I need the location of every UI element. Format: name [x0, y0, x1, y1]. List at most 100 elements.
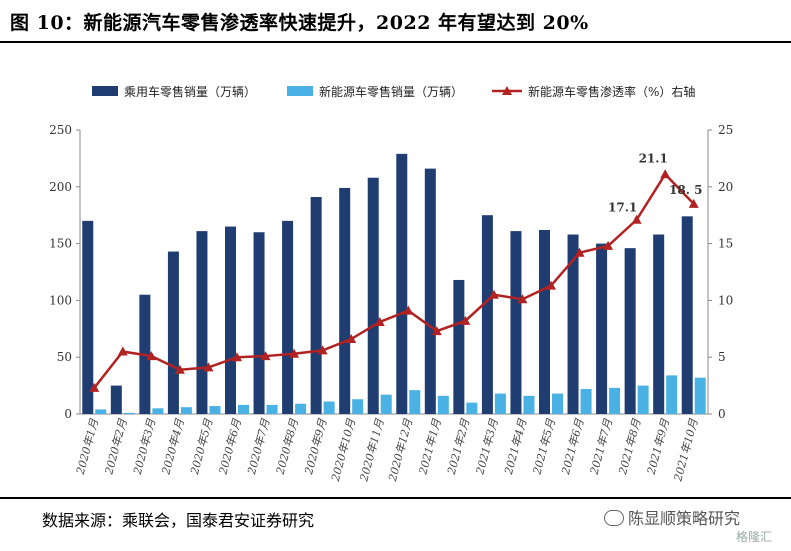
penetration-marker [574, 247, 585, 257]
legend-label-penetration: 新能源车零售渗透率（%）右轴 [528, 84, 695, 99]
x-tick-label: 2021年8月 [616, 416, 644, 476]
bar-nev [295, 403, 307, 414]
x-tick-label: 2020年10月 [329, 416, 359, 483]
bar-nev [352, 399, 364, 414]
bar-passenger-car [624, 248, 636, 414]
x-tick-label: 2021年6月 [559, 416, 587, 476]
bar-nev [466, 402, 478, 414]
penetration-marker [460, 315, 471, 325]
left-tick-label: 250 [49, 123, 72, 137]
penetration-marker [203, 362, 214, 372]
bar-nev [580, 389, 592, 414]
bar-passenger-car [453, 279, 465, 414]
bar-nev [609, 387, 621, 414]
x-tick-label: 2020年8月 [273, 416, 301, 476]
x-tick-label: 2020年5月 [188, 416, 216, 476]
bar-nev [409, 390, 421, 414]
penetration-marker [688, 198, 699, 208]
x-tick-label: 2021年10月 [671, 416, 701, 483]
bar-passenger-car [82, 220, 94, 414]
penetration-marker [289, 348, 300, 358]
right-tick-label: 5 [718, 350, 726, 364]
x-tick-label: 2021年5月 [530, 416, 558, 476]
bar-passenger-car [481, 215, 493, 414]
legend-marker-penetration [502, 86, 512, 95]
bar-nev [637, 385, 649, 414]
bar-nev [266, 404, 278, 414]
bar-nev [152, 408, 164, 414]
x-tick-label: 2020年9月 [302, 416, 330, 476]
data-label: 18. 5 [669, 183, 702, 197]
left-tick-label: 200 [49, 180, 72, 194]
source-note: 数据来源：乘联会，国泰君安证券研究 [42, 511, 315, 530]
left-tick-label: 100 [49, 293, 72, 307]
bar-nev [95, 409, 107, 414]
right-tick-label: 15 [718, 237, 733, 251]
bar-nev [694, 377, 706, 414]
bar-nev [238, 404, 249, 414]
x-tick-label: 2021年4月 [502, 416, 530, 476]
x-tick-label: 2021年9月 [645, 416, 673, 476]
bar-passenger-car [225, 226, 236, 414]
bar-nev [209, 406, 221, 414]
penetration-marker [374, 316, 385, 326]
right-tick-label: 0 [718, 407, 726, 421]
left-tick-label: 150 [49, 237, 72, 251]
bar-nev [323, 401, 335, 414]
penetration-marker [89, 382, 100, 392]
penetration-marker [146, 351, 157, 361]
penetration-marker [346, 334, 357, 344]
bar-passenger-car [510, 231, 522, 414]
bar-passenger-car [367, 177, 379, 414]
bar-passenger-car [196, 231, 208, 414]
x-tick-label: 2020年3月 [131, 416, 159, 476]
left-tick-label: 0 [64, 407, 72, 421]
bar-nev [666, 375, 678, 414]
bar-passenger-car [596, 243, 608, 414]
penetration-marker [431, 326, 442, 336]
left-tick-label: 50 [57, 350, 72, 364]
penetration-marker [546, 280, 556, 290]
bar-passenger-car [396, 153, 408, 414]
x-tick-label: 2021年1月 [416, 416, 444, 476]
penetration-marker [517, 294, 528, 304]
penetration-marker [488, 289, 499, 299]
x-tick-label: 2020年4月 [159, 416, 187, 476]
source-divider [0, 497, 791, 499]
legend-label-nev: 新能源车零售销量（万辆） [319, 84, 463, 99]
bar-passenger-car [539, 229, 550, 414]
penetration-line [93, 172, 695, 389]
bar-passenger-car [110, 385, 122, 414]
right-tick-label: 10 [718, 293, 733, 307]
title-divider [0, 41, 791, 43]
x-tick-label: 2020年1月 [74, 416, 102, 476]
penetration-marker [603, 240, 614, 250]
right-tick-label: 25 [718, 123, 733, 137]
x-tick-label: 2021年2月 [445, 416, 473, 476]
x-tick-label: 2020年7月 [245, 416, 273, 476]
bar-passenger-car [681, 216, 693, 414]
x-tick-label: 2021年7月 [587, 416, 615, 476]
watermark-text: 陈显顺策略研究 [628, 509, 741, 528]
bar-passenger-car [339, 187, 351, 414]
penetration-marker [660, 169, 671, 179]
figure-title: 图 10：新能源汽车零售渗透率快速提升，2022 年有望达到 20% [10, 12, 589, 34]
penetration-marker [631, 214, 642, 224]
watermark-secondary: 格隆汇 [736, 530, 773, 544]
bar-nev [552, 393, 563, 414]
x-tick-label: 2020年6月 [216, 416, 244, 476]
legend-label-passenger-car: 乘用车零售销量（万辆） [124, 84, 256, 99]
bar-passenger-car [424, 168, 436, 414]
data-label: 17.1 [608, 201, 637, 215]
bar-nev [494, 393, 506, 414]
penetration-marker [403, 305, 414, 315]
bar-passenger-car [167, 251, 179, 414]
penetration-marker [232, 352, 242, 362]
bar-nev [180, 407, 192, 414]
x-tick-label: 2020年2月 [102, 416, 130, 476]
data-label: 21.1 [639, 151, 668, 165]
bar-passenger-car [653, 234, 665, 414]
bar-nev [380, 394, 392, 414]
bar-nev [523, 395, 535, 414]
